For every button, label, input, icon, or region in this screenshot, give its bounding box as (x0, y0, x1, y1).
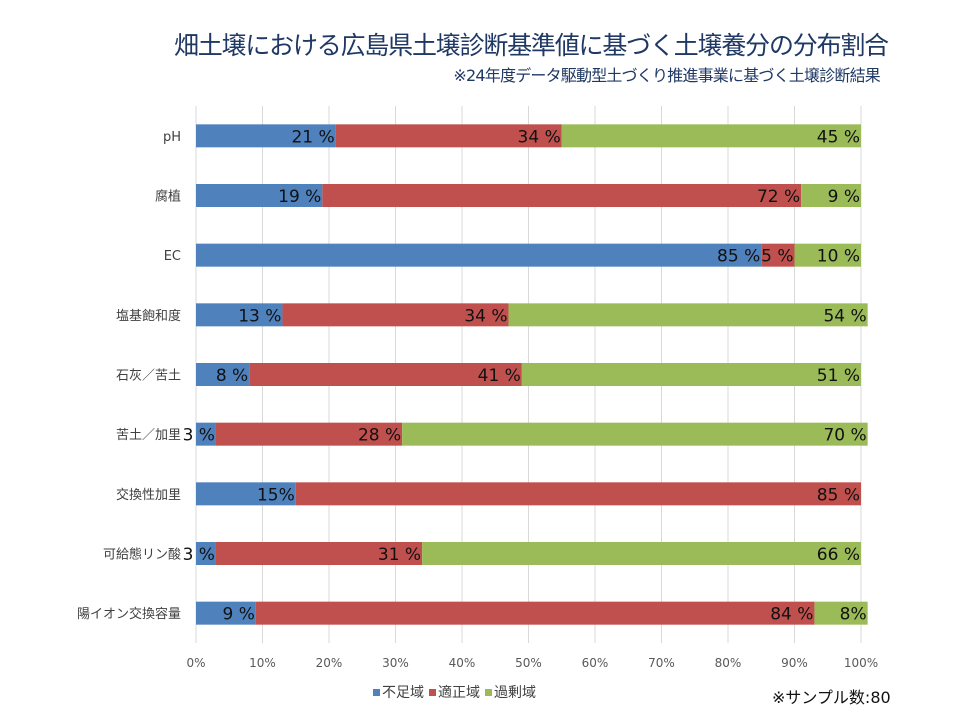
x-tick-label: 90% (781, 656, 808, 670)
x-tick-label: 70% (648, 656, 675, 670)
data-label: 3 % (183, 426, 215, 446)
category-label: 陽イオン交換容量 (77, 606, 181, 622)
data-label: 51 % (817, 366, 860, 386)
chart-title: 畑土壌における広島県土壌診断基準値に基づく土壌養分の分布割合 (173, 31, 889, 60)
x-tick-label: 80% (715, 656, 742, 670)
category-label: 石灰／苦土 (116, 368, 181, 384)
bar-segment-excess (561, 124, 861, 148)
x-tick-label: 60% (582, 656, 609, 670)
data-label: 13 % (238, 306, 281, 326)
bar-segment-optimal (295, 482, 861, 506)
data-label: 84 % (770, 605, 813, 625)
bar-segment-excess (422, 542, 861, 565)
data-label: 9 % (222, 605, 254, 625)
data-label: 34 % (518, 127, 561, 147)
bar-segment-optimal (335, 124, 562, 148)
bar-segment-optimal (215, 542, 423, 565)
bar-segment-optimal (215, 422, 403, 446)
chart-subtitle: ※24年度データ駆動型土づくり推進事業に基づく土壌診断結果 (453, 66, 880, 85)
data-label: 34 % (464, 306, 507, 326)
data-label: 21 % (291, 127, 334, 147)
category-label: pH (163, 130, 181, 145)
x-tick-label: 20% (316, 656, 343, 670)
x-tick-labels: 0% 10% 20% 30% 40% 50% 60% 70% 80% 90% 100% (186, 656, 878, 670)
bar-segment-deficient (196, 243, 762, 267)
category-label: 腐植 (155, 190, 181, 205)
x-tick-label: 0% (186, 656, 205, 670)
bar-segment-deficient (196, 363, 250, 386)
data-label: 8 % (216, 366, 248, 386)
data-label: 66 % (817, 545, 860, 565)
data-label: 72 % (757, 187, 800, 207)
legend-label: 不足域 (382, 685, 424, 701)
legend-swatch (429, 689, 436, 696)
data-label: 85 % (817, 485, 860, 505)
data-label: 8% (840, 605, 867, 625)
x-tick-label: 100% (844, 656, 878, 670)
category-label: 交換性加里 (116, 487, 181, 503)
data-label: 15% (257, 485, 295, 505)
bar-segment-optimal (322, 184, 802, 207)
bar-segment-optimal (761, 243, 795, 267)
legend-swatch (485, 689, 492, 696)
category-label: EC (164, 249, 181, 264)
bar-segment-deficient (196, 601, 256, 625)
bar-segment-deficient (196, 542, 216, 565)
data-label: 28 % (358, 426, 401, 446)
bar-segment-optimal (249, 363, 522, 386)
data-labels: 21 % 34 % 45 %19 % 72 % 9 %85 % 5 % 10 %13 % 34… (183, 127, 867, 624)
legend-swatch (373, 689, 380, 696)
bar-segment-excess (521, 363, 861, 386)
x-tick-label: 10% (249, 656, 276, 670)
x-tick-label: 40% (449, 656, 476, 670)
legend-label: 過剰域 (494, 685, 536, 701)
data-label: 9 % (828, 187, 860, 207)
data-label: 10 % (817, 247, 860, 267)
category-label: 苦土／加里 (116, 427, 181, 443)
category-label: 塩基飽和度 (116, 308, 181, 324)
bar-segment-excess (508, 303, 868, 327)
data-label: 31 % (378, 545, 421, 565)
x-tick-label: 50% (515, 656, 542, 670)
category-label: 可給態リン酸 (103, 547, 181, 563)
data-label: 5 % (761, 247, 793, 267)
bar-segment-excess (794, 243, 861, 267)
bars (196, 124, 868, 625)
bar-segment-excess (801, 184, 861, 207)
data-label: 19 % (278, 187, 321, 207)
data-label: 70 % (823, 426, 866, 446)
data-label: 3 % (183, 545, 215, 565)
bar-segment-deficient (196, 482, 296, 506)
sample-count-note: ※サンプル数:80 (772, 688, 891, 707)
x-tick-label: 30% (382, 656, 409, 670)
bar-segment-excess (814, 601, 868, 625)
data-label: 45 % (817, 127, 860, 147)
legend: 不足域 適正域 過剰域 (373, 684, 536, 701)
bar-segment-deficient (196, 422, 216, 446)
data-label: 41 % (478, 366, 521, 386)
bar-segment-deficient (196, 124, 336, 148)
bar-segment-excess (402, 422, 868, 446)
data-label: 54 % (823, 306, 866, 326)
bar-segment-deficient (196, 303, 283, 327)
bar-segment-optimal (255, 601, 815, 625)
bar-segment-deficient (196, 184, 323, 207)
bar-segment-optimal (282, 303, 509, 327)
data-label: 85 % (717, 247, 760, 267)
legend-label: 適正域 (438, 684, 480, 701)
